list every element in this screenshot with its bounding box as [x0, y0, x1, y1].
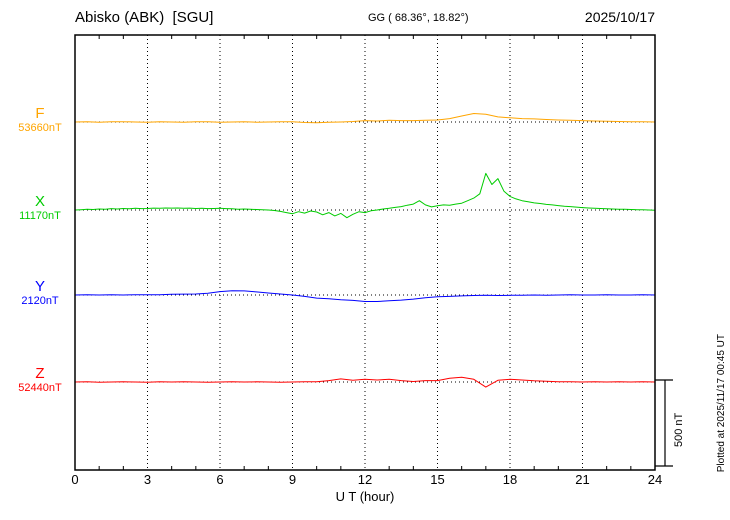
- series-label-Y: Y 2120nT: [8, 279, 72, 308]
- series-label-Z: Z 52440nT: [8, 366, 72, 395]
- trace-Z: [74, 376, 656, 388]
- series-baseline-Z: 52440nT: [18, 382, 62, 394]
- trace-X: [74, 172, 656, 219]
- series-label-X: X 11170nT: [8, 194, 72, 223]
- x-tick-label-12: 12: [358, 472, 372, 487]
- series-baseline-Y: 2120nT: [21, 295, 59, 307]
- scale-bar-label: 500 nT: [673, 412, 685, 447]
- plotted-at-note: Plotted at 2025/11/17 00:45 UT: [716, 333, 727, 472]
- plot-frame: [74, 34, 656, 471]
- x-axis-label: U T (hour): [335, 489, 395, 504]
- geographic-coords: GG ( 68.36°, 18.82°): [368, 12, 469, 24]
- series-baseline-X: 11170nT: [19, 210, 61, 222]
- x-tick-label-6: 6: [216, 472, 223, 487]
- plot-date: 2025/10/17: [584, 9, 655, 25]
- series-baseline-F: 53660nT: [18, 122, 62, 134]
- x-tick-label-9: 9: [289, 472, 296, 487]
- trace-Y: [74, 290, 656, 302]
- series-letter-X: X: [34, 193, 45, 210]
- x-tick-label-18: 18: [503, 472, 517, 487]
- x-tick-label-0: 0: [71, 472, 78, 487]
- series-letter-F: F: [35, 105, 45, 122]
- series-letter-Y: Y: [34, 278, 45, 295]
- series-letter-Z: Z: [35, 365, 45, 382]
- x-tick-label-21: 21: [575, 472, 589, 487]
- station-title: Abisko (ABK) [SGU]: [75, 9, 214, 26]
- x-tick-label-3: 3: [144, 472, 151, 487]
- x-tick-label-24: 24: [648, 472, 662, 487]
- series-label-F: F 53660nT: [8, 106, 72, 135]
- x-tick-label-15: 15: [430, 472, 444, 487]
- trace-F: [74, 113, 656, 124]
